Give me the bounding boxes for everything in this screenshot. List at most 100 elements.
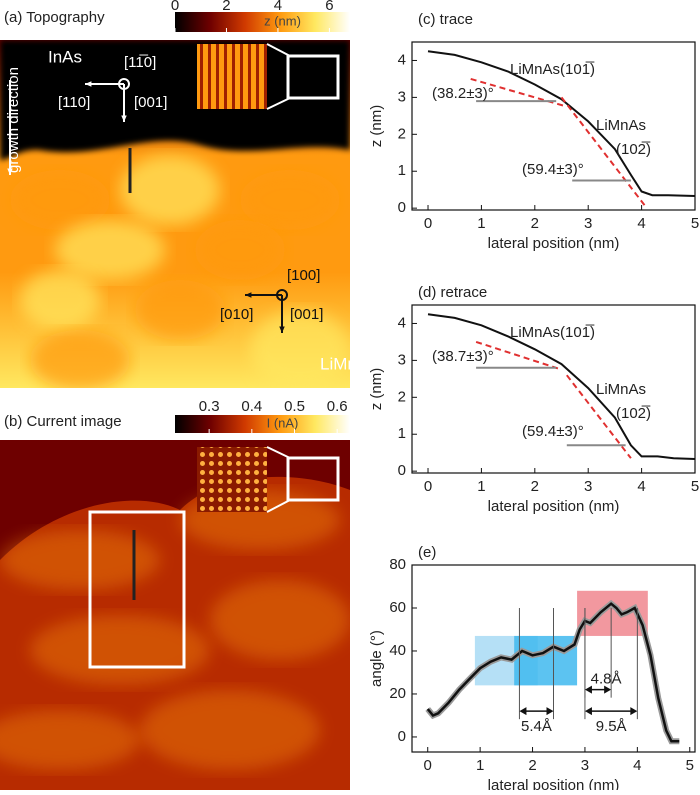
annotation: [010] — [220, 306, 253, 323]
x-tick-label: 2 — [528, 757, 536, 774]
colorbar-tick-label: 0.5 — [284, 398, 305, 415]
grain — [250, 310, 350, 388]
x-tick-label: 0 — [424, 757, 432, 774]
annotation: InAs — [48, 47, 82, 66]
y-tick-label: 0 — [398, 728, 406, 745]
grain — [240, 170, 340, 230]
y-tick-label: 0 — [398, 462, 406, 479]
colorbar-tick-label: 0.4 — [241, 398, 262, 415]
x-tick-label: 1 — [476, 757, 484, 774]
fit-line — [566, 374, 632, 459]
panel-title: (b) Current image — [4, 413, 122, 430]
x-tick-label: 5 — [691, 478, 699, 495]
inset-box — [286, 54, 340, 100]
annotation: growth direction — [5, 67, 22, 173]
x-tick-label: 2 — [531, 215, 539, 232]
axis-dot — [118, 78, 130, 90]
x-tick-label: 1 — [477, 215, 485, 232]
annotation: (102̅) — [616, 141, 651, 158]
y-axis-label: angle (°) — [368, 630, 385, 687]
x-tick-label: 0 — [424, 215, 432, 232]
panel-title: (e) — [418, 544, 436, 561]
panel-title: (c) trace — [418, 11, 473, 28]
grain — [30, 330, 130, 388]
annotation: [001] — [290, 306, 323, 323]
inset-lines — [266, 446, 291, 513]
x-axis-label: lateral position (nm) — [488, 235, 620, 252]
arrow-head — [245, 292, 252, 298]
annotation: (102̅) — [616, 405, 651, 422]
y-tick-label: 60 — [389, 599, 406, 616]
dimension-label: 5.4Å — [521, 718, 552, 735]
grain — [120, 155, 220, 225]
arrow-head — [519, 707, 554, 716]
inset-box — [286, 456, 340, 502]
colorbar-tick-label: 6 — [325, 0, 333, 14]
series-line — [427, 50, 696, 197]
inset — [197, 44, 267, 109]
grain — [135, 280, 225, 340]
annotation: [001] — [134, 94, 167, 111]
grain — [0, 710, 140, 770]
x-tick-label: 4 — [637, 478, 645, 495]
panel-title: (a) Topography — [4, 9, 105, 26]
annotation: [100] — [287, 267, 320, 284]
plot-frame — [411, 304, 696, 474]
x-tick-label: 1 — [477, 478, 485, 495]
y-tick-label: 20 — [389, 685, 406, 702]
dimension-label: 4.8Å — [591, 671, 622, 688]
colorbar-tick-label: 4 — [274, 0, 282, 14]
arrow-head — [584, 685, 612, 694]
x-tick-label: 0 — [424, 478, 432, 495]
grain — [210, 580, 350, 660]
colorbar-tick-label: 2 — [222, 0, 230, 14]
y-tick-label: 4 — [398, 314, 406, 331]
x-tick-label: 2 — [531, 478, 539, 495]
series-line — [427, 313, 696, 460]
annotation: LiMnAs(101̅) — [510, 61, 595, 78]
arrow-head — [121, 115, 127, 122]
grain — [140, 690, 320, 770]
axis-dot — [276, 289, 288, 301]
fit-line — [560, 96, 648, 209]
selection-box — [88, 510, 186, 669]
y-tick-label: 1 — [398, 425, 406, 442]
inset-lines — [266, 43, 291, 110]
x-axis-label: lateral position (nm) — [488, 498, 620, 515]
annotation: (59.4±3)° — [522, 423, 584, 440]
x-tick-label: 3 — [584, 215, 592, 232]
grain — [20, 270, 100, 330]
grain — [195, 220, 285, 280]
region — [514, 635, 578, 686]
y-tick-label: 2 — [398, 125, 406, 142]
inset — [197, 447, 267, 512]
annotation: LiMnAs — [596, 381, 646, 398]
panel-title: (d) retrace — [418, 284, 487, 301]
colorbar-label: z (nm) — [264, 13, 301, 28]
grain — [10, 170, 110, 230]
x-tick-label: 3 — [584, 478, 592, 495]
annotation: LiMnAs — [320, 354, 377, 373]
x-tick-label: 5 — [691, 215, 699, 232]
y-tick-label: 4 — [398, 51, 406, 68]
y-tick-label: 2 — [398, 388, 406, 405]
arrow-head — [7, 168, 13, 175]
y-tick-label: 3 — [398, 351, 406, 368]
colorbar-tick-label: 0.3 — [199, 398, 220, 415]
plot-frame — [411, 564, 696, 753]
plot-frame — [411, 41, 696, 211]
arrow-head — [279, 326, 285, 333]
image — [0, 40, 350, 388]
colorbar-tick-label: 0.6 — [327, 398, 348, 415]
colorbar — [175, 12, 350, 32]
annotation: [11̅0] — [124, 54, 156, 71]
colorbar-tick-label: 0 — [171, 0, 179, 14]
series-line — [426, 602, 680, 743]
fit-line — [475, 340, 562, 371]
colorbar — [175, 415, 350, 433]
grain — [55, 220, 165, 280]
x-tick-label: 4 — [637, 215, 645, 232]
y-tick-label: 0 — [398, 199, 406, 216]
colorbar-label: I (nA) — [267, 415, 299, 430]
